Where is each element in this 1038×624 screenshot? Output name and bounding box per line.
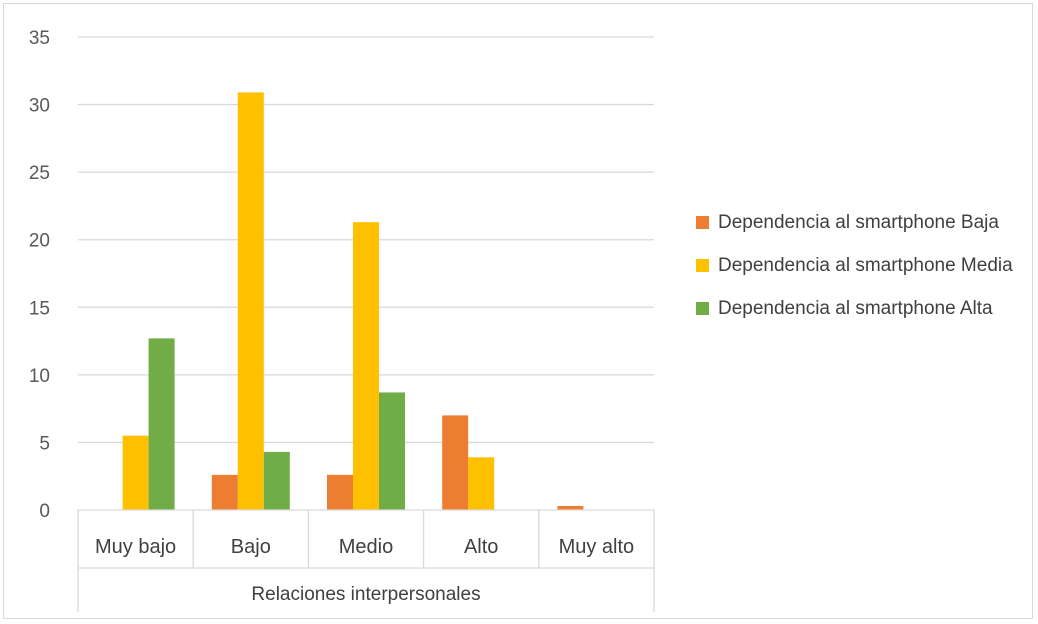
y-tick-label: 10: [29, 366, 50, 387]
x-axis: Muy bajo Bajo Medio Alto Muy alto: [77, 509, 655, 612]
bar: [353, 222, 379, 510]
legend-label-baja: Dependencia al smartphone Baja: [718, 212, 999, 233]
bar: [557, 505, 584, 510]
legend: Dependencia al smartphone Baja Dependenc…: [696, 208, 1036, 337]
x-tick-label: Medio: [339, 536, 393, 558]
bar: [468, 457, 495, 510]
y-tick-label: 30: [29, 96, 50, 117]
bar: [148, 338, 175, 510]
x-tick-label: Muy bajo: [95, 536, 176, 558]
bar: [442, 415, 469, 510]
legend-swatch-alta: [696, 302, 709, 315]
y-tick-label: 0: [39, 501, 50, 522]
x-tick-label: Bajo: [231, 536, 271, 558]
bars: [122, 92, 584, 510]
legend-item-baja: Dependencia al smartphone Baja: [696, 208, 1036, 237]
x-tick-label: Alto: [464, 536, 498, 558]
y-tick-label: 20: [29, 231, 50, 252]
y-tick-label: 25: [29, 163, 50, 184]
bar: [327, 474, 353, 510]
y-tick-label: 35: [29, 28, 50, 49]
bar: [237, 92, 264, 510]
bar: [263, 451, 290, 510]
y-tick-label: 15: [29, 298, 50, 319]
legend-item-media: Dependencia al smartphone Media: [696, 251, 1036, 280]
bar: [211, 474, 238, 510]
bar: [122, 435, 149, 510]
bar: [379, 392, 405, 510]
legend-swatch-media: [696, 259, 709, 272]
chart-frame: [3, 3, 1033, 619]
legend-swatch-baja: [696, 216, 709, 229]
x-axis-title: Relaciones interpersonales: [251, 584, 480, 605]
legend-label-media: Dependencia al smartphone Media: [718, 255, 1013, 276]
legend-item-alta: Dependencia al smartphone Alta: [696, 294, 1036, 323]
y-tick-label: 5: [39, 433, 50, 454]
y-axis-ticks: 0 5 10 15 20 25 30 35: [29, 28, 50, 522]
x-tick-label: Muy alto: [559, 536, 635, 558]
legend-label-alta: Dependencia al smartphone Alta: [718, 298, 993, 319]
